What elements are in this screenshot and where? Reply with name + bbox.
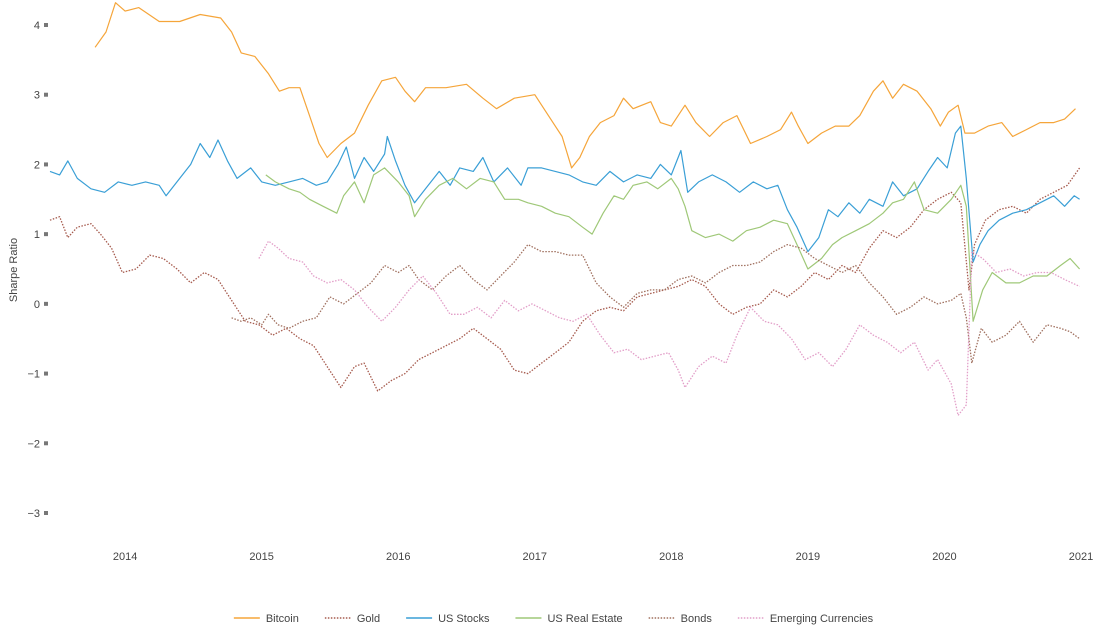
x-tick-label: 2019 [796, 551, 820, 563]
legend-item-us-stocks[interactable]: US Stocks [406, 613, 490, 625]
x-tick-label: 2018 [659, 551, 683, 563]
y-tick-label: 4 [34, 20, 40, 32]
x-tick-label: 2017 [523, 551, 547, 563]
legend-label: Emerging Currencies [770, 613, 874, 625]
legend-label: US Stocks [438, 613, 490, 625]
y-tick-mark [44, 511, 48, 515]
plot-area [49, 2, 1081, 417]
x-tick-label: 2015 [249, 551, 273, 563]
x-tick-label: 2020 [932, 551, 956, 563]
y-tick-mark [44, 441, 48, 446]
series-line-bonds [231, 243, 1080, 364]
legend-item-bonds[interactable]: Bonds [648, 613, 713, 625]
legend-label: US Real Estate [547, 613, 622, 625]
legend-item-us-real-estate[interactable]: US Real Estate [515, 613, 623, 625]
series-line-us-real-estate [265, 167, 1081, 322]
legend-label: Bitcoin [266, 613, 299, 625]
y-tick-label: 3 [34, 90, 40, 102]
y-tick-label: 0 [34, 299, 40, 311]
legend-item-gold[interactable]: Gold [324, 613, 380, 625]
x-axis: 2014 2015 2016 2017 2018 2019 2020 2021 [113, 551, 1093, 563]
series-line-bitcoin [94, 2, 1076, 169]
legend[interactable]: Bitcoin Gold US Stocks US Real Estate Bonds E… [233, 613, 874, 625]
series-line-emerging-currencies [258, 240, 1080, 417]
y-tick-mark [44, 371, 48, 376]
y-tick-label: −3 [27, 508, 40, 520]
y-tick-mark [44, 232, 48, 237]
x-tick-label: 2014 [113, 551, 137, 563]
legend-label: Gold [357, 613, 380, 625]
x-tick-label: 2021 [1069, 551, 1093, 563]
legend-item-emerging-currencies[interactable]: Emerging Currencies [737, 613, 874, 625]
y-tick-label: 2 [34, 159, 40, 171]
y-axis-title: Sharpe Ratio [8, 238, 20, 302]
y-axis: 4 3 2 1 0 −1 −2 −3 [27, 20, 48, 520]
y-tick-mark [44, 301, 48, 306]
y-tick-mark [44, 162, 48, 167]
series-line-gold [49, 167, 1081, 392]
x-tick-label: 2016 [386, 551, 410, 563]
legend-item-bitcoin[interactable]: Bitcoin [233, 613, 299, 625]
y-tick-label: 1 [34, 229, 40, 241]
y-tick-mark [44, 92, 48, 97]
y-tick-label: −1 [27, 369, 40, 381]
y-tick-label: −2 [27, 438, 40, 450]
series-line-us-stocks [49, 125, 1080, 263]
legend-label: Bonds [681, 613, 713, 625]
y-tick-mark [44, 23, 48, 27]
